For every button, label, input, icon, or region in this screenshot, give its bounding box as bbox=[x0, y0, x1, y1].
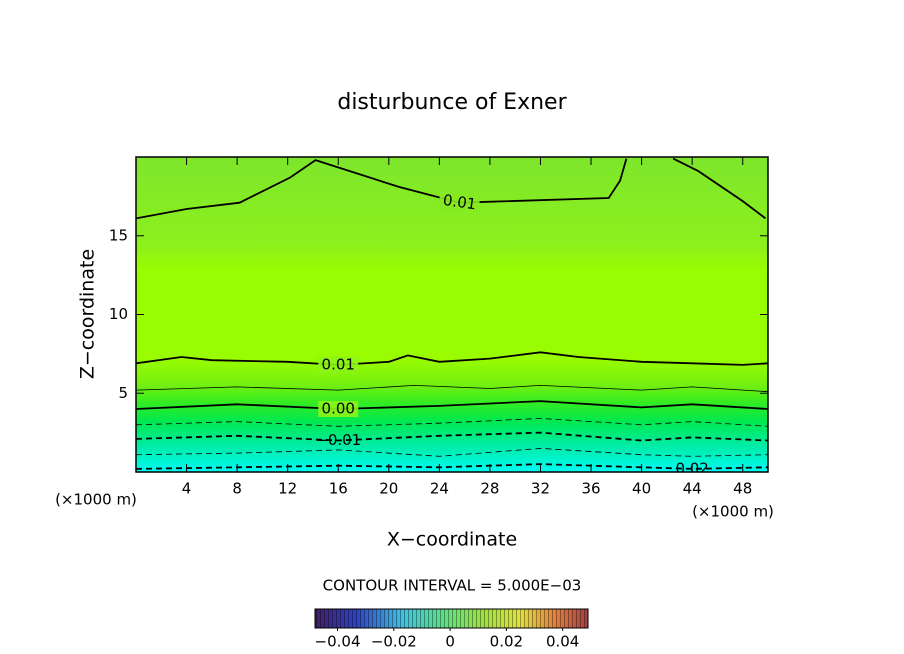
x-tick-label: 28 bbox=[480, 480, 499, 498]
x-axis-label: X−coordinate bbox=[387, 529, 517, 551]
colorbar-tick-label: −0.02 bbox=[371, 633, 417, 651]
contour-label: −0.01 bbox=[315, 431, 361, 449]
y-tick-label: 15 bbox=[109, 226, 128, 244]
x-tick-label: 16 bbox=[329, 480, 348, 498]
contour-label: 0.00 bbox=[322, 400, 355, 418]
x-tick-label: 40 bbox=[632, 480, 651, 498]
x-tick-label: 24 bbox=[430, 480, 449, 498]
x-tick-label: 8 bbox=[232, 480, 242, 498]
x-unit-left: (×1000 m) bbox=[55, 491, 137, 509]
x-tick-label: 20 bbox=[379, 480, 398, 498]
x-tick-label: 32 bbox=[531, 480, 550, 498]
contour-line bbox=[136, 400, 768, 410]
y-axis-label: Z−coordinate bbox=[77, 249, 99, 379]
contour-line bbox=[136, 157, 767, 220]
contour-label-bg bbox=[439, 194, 480, 211]
x-unit-right: (×1000 m) bbox=[692, 503, 774, 521]
x-tick-label: 36 bbox=[581, 480, 600, 498]
contour-label: 0.01 bbox=[442, 191, 478, 213]
contour-line bbox=[136, 431, 768, 442]
x-tick-label: 44 bbox=[683, 480, 702, 498]
contour-line bbox=[136, 384, 768, 393]
chart-title: disturbunce of Exner bbox=[337, 90, 567, 115]
colorbar-frame bbox=[314, 608, 589, 629]
contour-line bbox=[136, 447, 768, 457]
contour-label: 0.01 bbox=[322, 355, 355, 373]
x-tick-label: 12 bbox=[278, 480, 297, 498]
colorbar-tick-label: 0.02 bbox=[490, 633, 523, 651]
colorbar-tick-label: −0.04 bbox=[315, 633, 361, 651]
colorbar-tick-label: 0 bbox=[445, 633, 455, 651]
contour-label-bg bbox=[318, 401, 359, 417]
contour-group: 0.010.010.00−0.010.02 bbox=[136, 157, 768, 472]
colorbar-tick-label: 0.04 bbox=[546, 633, 579, 651]
contour-line bbox=[136, 417, 768, 427]
contour-label-bg bbox=[318, 356, 359, 373]
y-tick-label: 10 bbox=[109, 305, 128, 323]
y-tick-label: 5 bbox=[118, 384, 128, 402]
x-tick-label: 4 bbox=[182, 480, 192, 498]
x-tick-label: 48 bbox=[733, 480, 752, 498]
contour-line bbox=[136, 351, 768, 366]
contour-interval-note: CONTOUR INTERVAL = 5.000E−03 bbox=[323, 577, 582, 595]
